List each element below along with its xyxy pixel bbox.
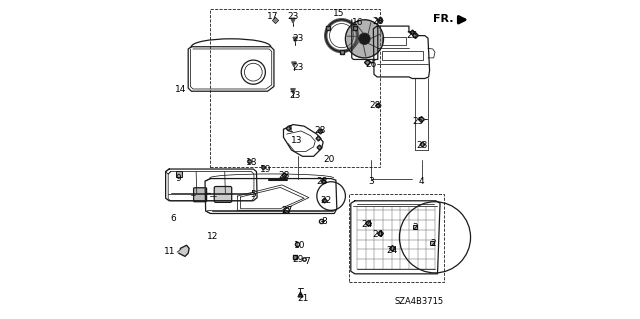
Text: SZA4B3715: SZA4B3715: [395, 297, 444, 306]
Text: 28: 28: [369, 101, 380, 110]
Text: 24: 24: [387, 246, 398, 255]
Text: 28: 28: [279, 171, 290, 180]
Text: 20: 20: [324, 155, 335, 164]
Text: 11: 11: [164, 247, 176, 256]
Circle shape: [359, 33, 370, 45]
Text: 21: 21: [298, 294, 309, 303]
Text: 28: 28: [317, 177, 328, 186]
Text: 19: 19: [260, 165, 272, 174]
Text: 8: 8: [321, 217, 326, 226]
Bar: [211, 9, 380, 167]
Text: 4: 4: [419, 177, 424, 186]
Text: 13: 13: [291, 136, 303, 145]
Text: 14: 14: [175, 85, 186, 94]
Bar: [349, 195, 444, 282]
Polygon shape: [293, 37, 298, 42]
Text: 9: 9: [176, 174, 182, 183]
FancyBboxPatch shape: [193, 188, 207, 202]
Text: 12: 12: [207, 232, 219, 241]
Text: 3: 3: [368, 177, 374, 186]
Text: 28: 28: [372, 17, 383, 26]
Text: 2: 2: [430, 239, 436, 248]
Circle shape: [346, 20, 383, 58]
Text: 10: 10: [294, 241, 306, 250]
Text: FR.: FR.: [433, 14, 453, 24]
Polygon shape: [291, 18, 295, 23]
Text: 17: 17: [268, 12, 279, 21]
Text: 23: 23: [292, 63, 303, 72]
Text: 1: 1: [288, 125, 294, 134]
Polygon shape: [292, 62, 296, 67]
Text: 15: 15: [333, 9, 345, 18]
Text: 22: 22: [321, 196, 332, 205]
Text: 5: 5: [250, 190, 256, 199]
Text: 29: 29: [292, 255, 304, 264]
Text: 25: 25: [406, 31, 418, 40]
Text: 16: 16: [353, 19, 364, 27]
Text: 18: 18: [246, 158, 257, 167]
Text: 7: 7: [305, 257, 310, 266]
Text: 6: 6: [170, 214, 176, 223]
Text: 23: 23: [292, 34, 303, 43]
FancyBboxPatch shape: [214, 187, 232, 202]
Text: 24: 24: [372, 230, 383, 239]
Bar: [382, 37, 406, 45]
Text: 24: 24: [362, 220, 372, 229]
Text: 26: 26: [365, 60, 376, 69]
Text: 23: 23: [416, 141, 428, 150]
Text: 28: 28: [314, 126, 326, 135]
Text: 2: 2: [412, 223, 418, 232]
Text: 25: 25: [413, 117, 424, 126]
Text: 27: 27: [281, 206, 292, 215]
Text: 23: 23: [287, 12, 299, 21]
Text: 23: 23: [289, 92, 300, 100]
Polygon shape: [179, 245, 189, 256]
Polygon shape: [291, 89, 295, 93]
Bar: [382, 51, 423, 60]
